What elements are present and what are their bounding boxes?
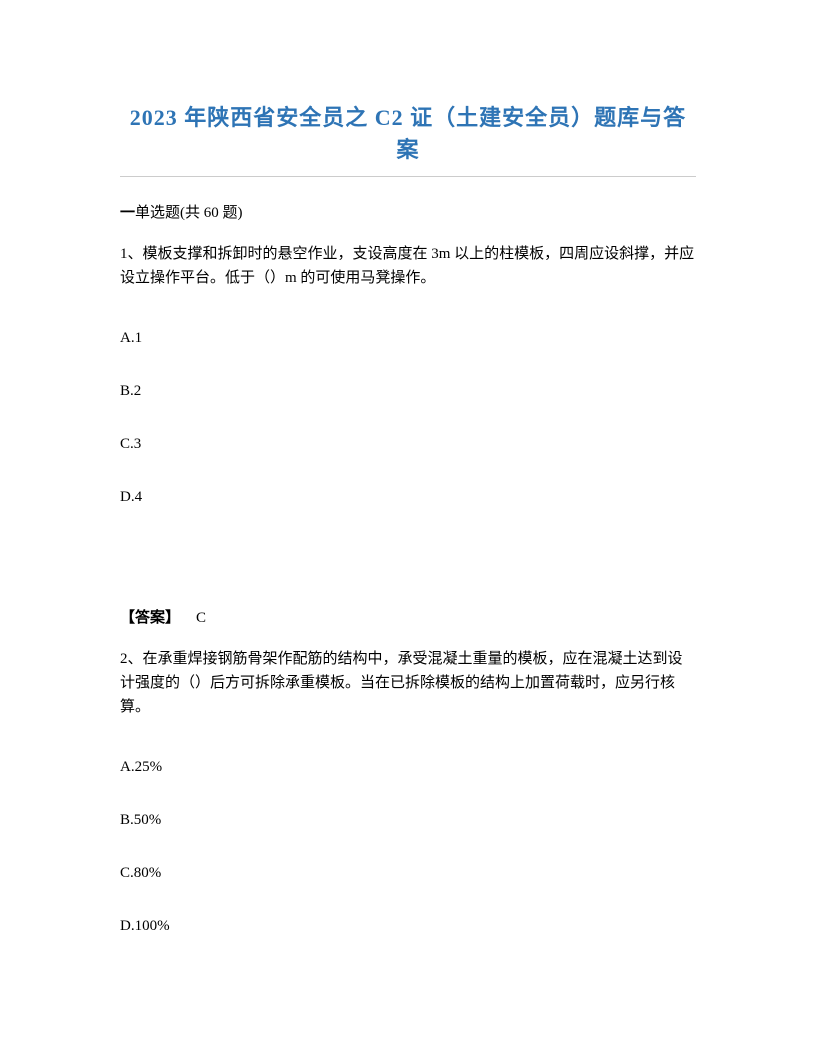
question-1-option-c: C.3 (120, 436, 696, 453)
question-1-option-a: A.1 (120, 330, 696, 347)
question-1-option-b: B.2 (120, 383, 696, 400)
answer-label: 【答案】 (120, 610, 180, 626)
question-2-option-b: B.50% (120, 812, 696, 829)
question-2-option-a: A.25% (120, 759, 696, 776)
question-1-text: 1、模板支撑和拆卸时的悬空作业，支设高度在 3m 以上的柱模板，四周应设斜撑，并… (120, 242, 696, 290)
question-2-option-c: C.80% (120, 865, 696, 882)
section-prefix: 一 (120, 205, 135, 221)
question-1-option-d: D.4 (120, 489, 696, 506)
question-1-answer: 【答案】 C (120, 606, 696, 627)
title-divider (120, 176, 696, 177)
question-2-option-d: D.100% (120, 918, 696, 935)
document-title: 2023 年陕西省安全员之 C2 证（土建安全员）题库与答案 (120, 100, 696, 164)
section-header: 一单选题(共 60 题) (120, 201, 696, 222)
answer-value: C (196, 610, 206, 626)
question-2-text: 2、在承重焊接钢筋骨架作配筋的结构中，承受混凝土重量的模板，应在混凝土达到设计强… (120, 647, 696, 719)
document-content: 2023 年陕西省安全员之 C2 证（土建安全员）题库与答案 一单选题(共 60… (0, 0, 816, 1031)
section-text: 单选题(共 60 题) (135, 205, 243, 221)
